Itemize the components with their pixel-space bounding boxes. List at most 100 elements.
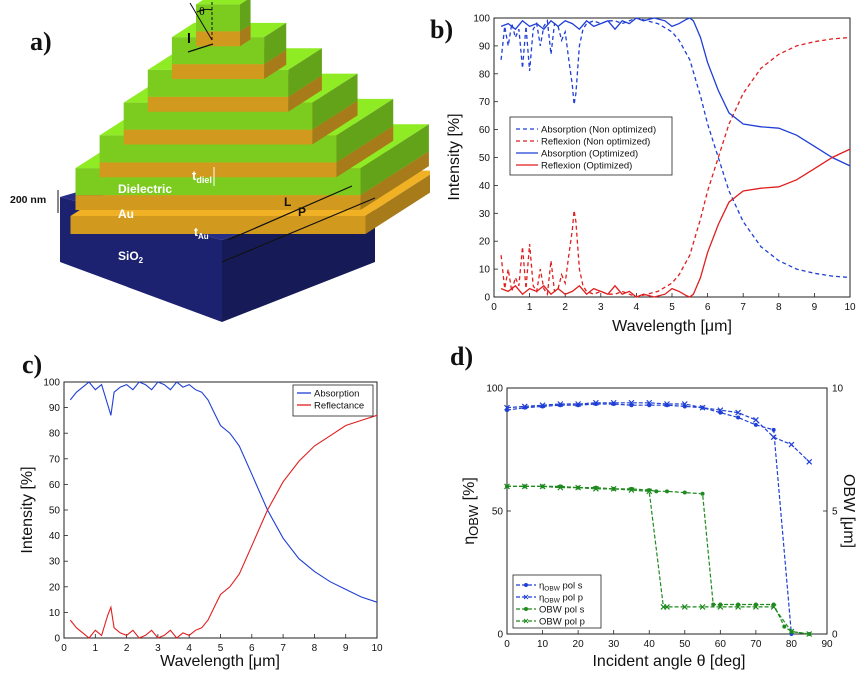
x-tick-label: 4	[186, 643, 192, 654]
y-tick-label: 50	[492, 507, 504, 518]
y-tick-label: 70	[49, 454, 61, 465]
data-point	[752, 417, 759, 423]
data-point	[575, 401, 582, 407]
y-tick-label: 30	[49, 557, 61, 568]
legend-label: ηOBW pol p	[539, 592, 583, 604]
y-tick-label: 50	[49, 506, 61, 517]
x-tick-label: 9	[343, 643, 349, 654]
gold-layer-1-front	[75, 195, 361, 210]
x-tick-label: 2	[124, 643, 130, 654]
y-right-tick-label: 10	[832, 384, 844, 395]
series-line-1	[69, 381, 378, 603]
data-point	[504, 404, 510, 411]
x-tick-label: 50	[679, 639, 691, 650]
data-point	[557, 401, 564, 407]
data-point	[752, 604, 759, 610]
gold-layer-6-front	[196, 31, 240, 47]
series-group	[504, 399, 813, 637]
x-tick-label: 6	[705, 302, 711, 313]
dielectric-tier-6-top	[196, 0, 247, 5]
data-point	[521, 403, 528, 410]
x-tick-label: 90	[821, 639, 833, 650]
data-point	[711, 602, 716, 607]
dielectric-tier-2-side	[336, 98, 394, 163]
data-point	[592, 399, 599, 406]
series-line-3	[507, 485, 810, 635]
angle-label: θ	[199, 4, 205, 18]
P-line	[221, 197, 376, 263]
x-tick-label: 3	[155, 643, 161, 654]
series-line-2	[69, 414, 378, 639]
y-tick-label: 80	[479, 69, 491, 80]
dielectric-label: Dielectric	[118, 182, 172, 196]
y-tick-label: 50	[479, 153, 491, 164]
y-tick-label: 100	[486, 384, 503, 395]
x-tick-label: 5	[218, 643, 224, 654]
sio2-label: SiO2	[118, 249, 144, 265]
L-line	[227, 185, 353, 241]
L-label: L	[284, 195, 291, 209]
y-tick-label: 30	[479, 209, 491, 220]
gold-layer-2-side	[336, 125, 394, 178]
gold-layer-5-front	[171, 64, 265, 79]
series-group	[69, 381, 378, 639]
series-line-1	[500, 17, 851, 279]
data-point	[717, 407, 724, 414]
angle-indicator: θ	[189, 2, 213, 41]
panel-label-d: d)	[450, 342, 473, 371]
gold-layer-5-side	[264, 49, 287, 79]
x-tick-label: 0	[504, 639, 510, 650]
x-axis-label: Wavelength [μm]	[160, 653, 280, 670]
x-axis-label: Wavelength [μm]	[612, 318, 732, 335]
y-tick-label: 70	[479, 97, 491, 108]
x-tick-label: 4	[634, 302, 640, 313]
data-point	[700, 491, 705, 496]
data-point	[592, 485, 599, 492]
legend-marker	[524, 607, 528, 611]
data-point	[770, 434, 777, 441]
x-tick-label: 30	[608, 639, 620, 650]
y-tick-label: 0	[484, 293, 490, 304]
legend-label: OBW pol s	[539, 604, 585, 615]
data-point	[557, 484, 564, 491]
x-tick-label: 10	[844, 302, 856, 313]
legend-marker	[524, 583, 528, 587]
t-au-label: tAu	[194, 225, 209, 241]
data-point	[610, 399, 617, 406]
incident-ray	[189, 2, 213, 41]
gold-layer-3-side	[312, 100, 358, 145]
x-tick-label: 60	[715, 639, 727, 650]
legend-label: Reflexion (Optimized)	[541, 160, 632, 171]
data-point	[628, 487, 635, 494]
data-point	[735, 604, 742, 610]
x-tick-label: 0	[61, 643, 67, 654]
legend-label: Reflexion (Non optimized)	[541, 136, 650, 147]
gold-layer-4-side	[288, 75, 322, 112]
dielectric-tier-6-side	[240, 0, 251, 32]
data-point	[717, 604, 724, 610]
data-point	[610, 485, 617, 492]
y-tick-label: 100	[43, 378, 60, 389]
l-label: l	[187, 30, 191, 46]
gold-base-layer-front	[70, 216, 366, 234]
x-tick-label: 2	[562, 302, 568, 313]
legend-box	[292, 384, 374, 417]
y-tick-label: 40	[49, 531, 61, 542]
y-tick-label: 60	[49, 480, 61, 491]
x-tick-label: 8	[776, 302, 782, 313]
dielectric-tier-1-side	[360, 124, 429, 196]
data-point	[539, 402, 546, 409]
x-axis-label: Incident angle θ [deg]	[592, 653, 745, 670]
data-point	[782, 624, 787, 629]
y-tick-label: 90	[49, 403, 61, 414]
data-point	[654, 489, 659, 494]
y-tick-label: 20	[49, 582, 61, 593]
P-label: P	[298, 205, 306, 219]
